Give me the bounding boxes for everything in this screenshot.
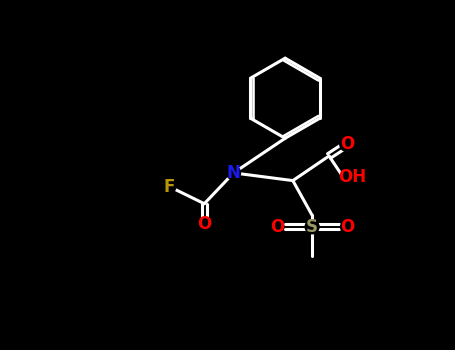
Circle shape: [271, 220, 283, 233]
Text: S: S: [306, 218, 318, 236]
Circle shape: [340, 138, 354, 151]
Text: N: N: [227, 164, 241, 182]
FancyBboxPatch shape: [341, 170, 363, 184]
Text: O: O: [339, 218, 354, 236]
Text: F: F: [164, 178, 175, 196]
Circle shape: [341, 220, 353, 233]
Circle shape: [197, 218, 211, 231]
Circle shape: [163, 181, 176, 193]
Text: O: O: [197, 216, 212, 233]
Circle shape: [227, 166, 241, 180]
Text: O: O: [339, 135, 354, 153]
Text: O: O: [270, 218, 284, 236]
Text: OH: OH: [338, 168, 366, 186]
Circle shape: [305, 220, 319, 234]
